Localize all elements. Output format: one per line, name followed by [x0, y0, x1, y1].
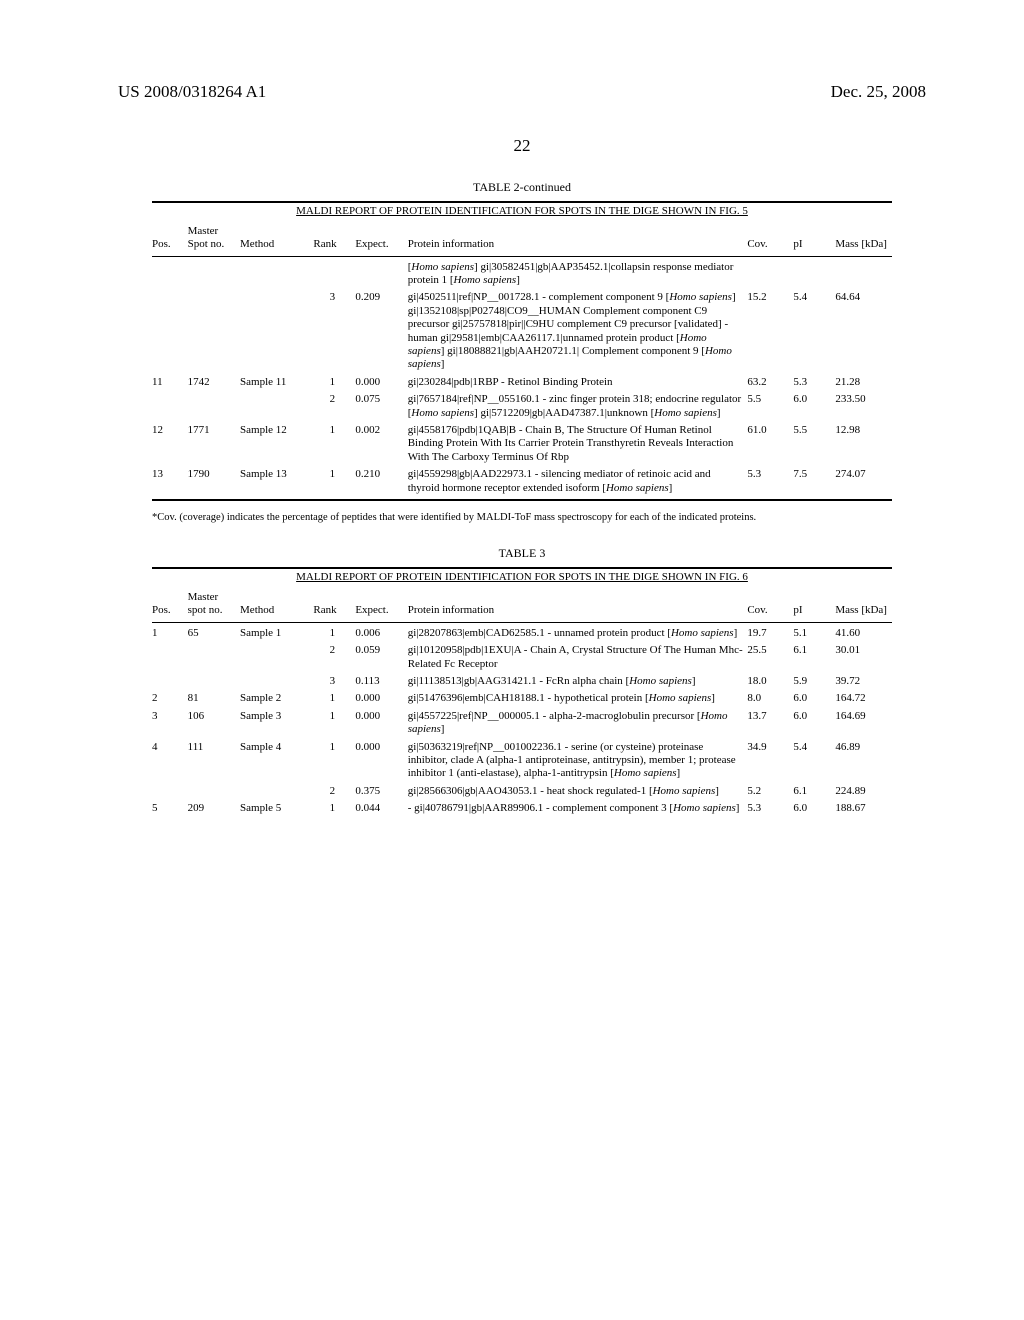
- page-number: 22: [118, 136, 926, 156]
- table-row: [Homo sapiens] gi|30582451|gb|AAP35452.1…: [152, 259, 892, 290]
- col-rank: Rank: [313, 223, 355, 254]
- doc-date: Dec. 25, 2008: [831, 82, 926, 102]
- col-info: Protein information: [408, 223, 748, 254]
- table-row: 4111Sample 410.000gi|50363219|ref|NP__00…: [152, 739, 892, 783]
- doc-number: US 2008/0318264 A1: [118, 82, 266, 102]
- col-cov: Cov.: [747, 589, 793, 620]
- table-row: 165Sample 110.006gi|28207863|emb|CAD6258…: [152, 625, 892, 642]
- table-row: 111742Sample 1110.000gi|230284|pdb|1RBP …: [152, 374, 892, 391]
- col-mass: Mass [kDa]: [835, 589, 892, 620]
- col-pi: pI: [793, 223, 835, 254]
- table-row: 30.209gi|4502511|ref|NP__001728.1 - comp…: [152, 289, 892, 373]
- col-cov: Cov.: [747, 223, 793, 254]
- col-pi: pI: [793, 589, 835, 620]
- table-row: 3106Sample 310.000gi|4557225|ref|NP__000…: [152, 708, 892, 739]
- table-2-header-row: Pos. Master Spot no. Method Rank Expect.…: [152, 223, 892, 254]
- table-3-subtitle: MALDI REPORT OF PROTEIN IDENTIFICATION F…: [152, 571, 892, 585]
- col-method: Method: [240, 589, 313, 620]
- table-2-title: TABLE 2-continued: [152, 180, 892, 195]
- table-row: 5209Sample 510.044- gi|40786791|gb|AAR89…: [152, 800, 892, 817]
- table-row: 20.075gi|7657184|ref|NP__055160.1 - zinc…: [152, 391, 892, 422]
- col-rank: Rank: [313, 589, 355, 620]
- table-row: 20.059gi|10120958|pdb|1EXU|A - Chain A, …: [152, 642, 892, 673]
- col-expect: Expect.: [355, 589, 407, 620]
- col-expect: Expect.: [355, 223, 407, 254]
- table-row: 30.113gi|11138513|gb|AAG31421.1 - FcRn a…: [152, 673, 892, 690]
- table-3: TABLE 3 MALDI REPORT OF PROTEIN IDENTIFI…: [152, 546, 892, 817]
- col-method: Method: [240, 223, 313, 254]
- table-2-footnote: *Cov. (coverage) indicates the percentag…: [152, 511, 892, 524]
- table-row: 121771Sample 1210.002gi|4558176|pdb|1QAB…: [152, 422, 892, 466]
- col-spot: Master Spot no.: [188, 223, 240, 254]
- table-row: 281Sample 210.000gi|51476396|emb|CAH1818…: [152, 690, 892, 707]
- table-2-subtitle: MALDI REPORT OF PROTEIN IDENTIFICATION F…: [152, 205, 892, 219]
- col-info: Protein information: [408, 589, 748, 620]
- col-mass: Mass [kDa]: [835, 223, 892, 254]
- table-3-title: TABLE 3: [152, 546, 892, 561]
- table-row: 131790Sample 1310.210gi|4559298|gb|AAD22…: [152, 466, 892, 497]
- col-pos: Pos.: [152, 589, 188, 620]
- table-2: TABLE 2-continued MALDI REPORT OF PROTEI…: [152, 180, 892, 501]
- col-pos: Pos.: [152, 223, 188, 254]
- table-row: 20.375gi|28566306|gb|AAO43053.1 - heat s…: [152, 783, 892, 800]
- col-spot: Master spot no.: [188, 589, 240, 620]
- table-3-header-row: Pos. Master spot no. Method Rank Expect.…: [152, 589, 892, 620]
